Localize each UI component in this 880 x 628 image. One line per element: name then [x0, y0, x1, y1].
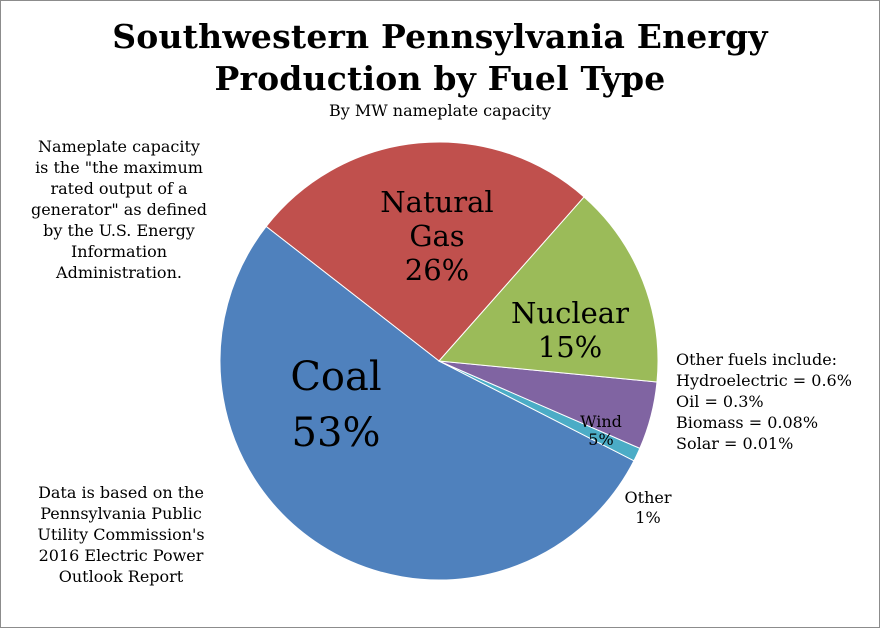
note-line: Utility Commission's	[37, 525, 205, 544]
chart-title-line-1: Southwestern Pennsylvania Energy	[112, 17, 768, 56]
chart-subtitle: By MW nameplate capacity	[329, 101, 551, 120]
note-line: is the "the maximum	[35, 158, 203, 177]
note-line: Information	[70, 242, 168, 261]
note-line: Administration.	[56, 263, 182, 282]
note-line: 2016 Electric Power	[38, 546, 204, 565]
pie-label-nuclear: Nuclear 15%	[511, 296, 629, 364]
pie-slice-natural-gas	[265, 141, 585, 362]
chart-title: Southwestern Pennsylvania Energy Product…	[40, 16, 840, 100]
pie-slices	[219, 141, 659, 581]
note-line: Hydroelectric = 0.6%	[676, 371, 852, 390]
pie-slice-nuclear	[437, 196, 659, 383]
chart-title-line-2: Production by Fuel Type	[214, 59, 666, 98]
pie-label-wind: Wind 5%	[580, 412, 622, 449]
pie-slice-coal	[219, 225, 635, 581]
note-line: Outlook Report	[58, 567, 184, 586]
note-line: Other fuels include:	[676, 350, 838, 369]
note-line: Data is based on the	[38, 483, 204, 502]
pie-label-natural-gas: Natural Gas 26%	[380, 185, 493, 287]
pie-label-other: Other 1%	[625, 488, 672, 527]
note-data-source: Data is based on the Pennsylvania Public…	[14, 482, 228, 587]
note-line: Biomass = 0.08%	[676, 413, 819, 432]
note-line: Pennsylvania Public	[40, 504, 202, 523]
note-line: by the U.S. Energy	[43, 221, 195, 240]
note-line: generator" as defined	[30, 200, 208, 219]
note-nameplate-capacity: Nameplate capacity is the "the maximum r…	[14, 136, 224, 283]
note-line: rated output of a	[50, 179, 188, 198]
pie-labels: Coal 53% Natural Gas 26% Nuclear 15% Wind 5% Othe…	[290, 185, 672, 527]
note-line: Solar = 0.01%	[676, 434, 794, 453]
pie-label-coal: Coal 53%	[290, 354, 381, 456]
note-line: Oil = 0.3%	[676, 392, 764, 411]
note-line: Nameplate capacity	[38, 137, 200, 156]
note-other-fuels: Other fuels include: Hydroelectric = 0.6…	[676, 349, 876, 454]
